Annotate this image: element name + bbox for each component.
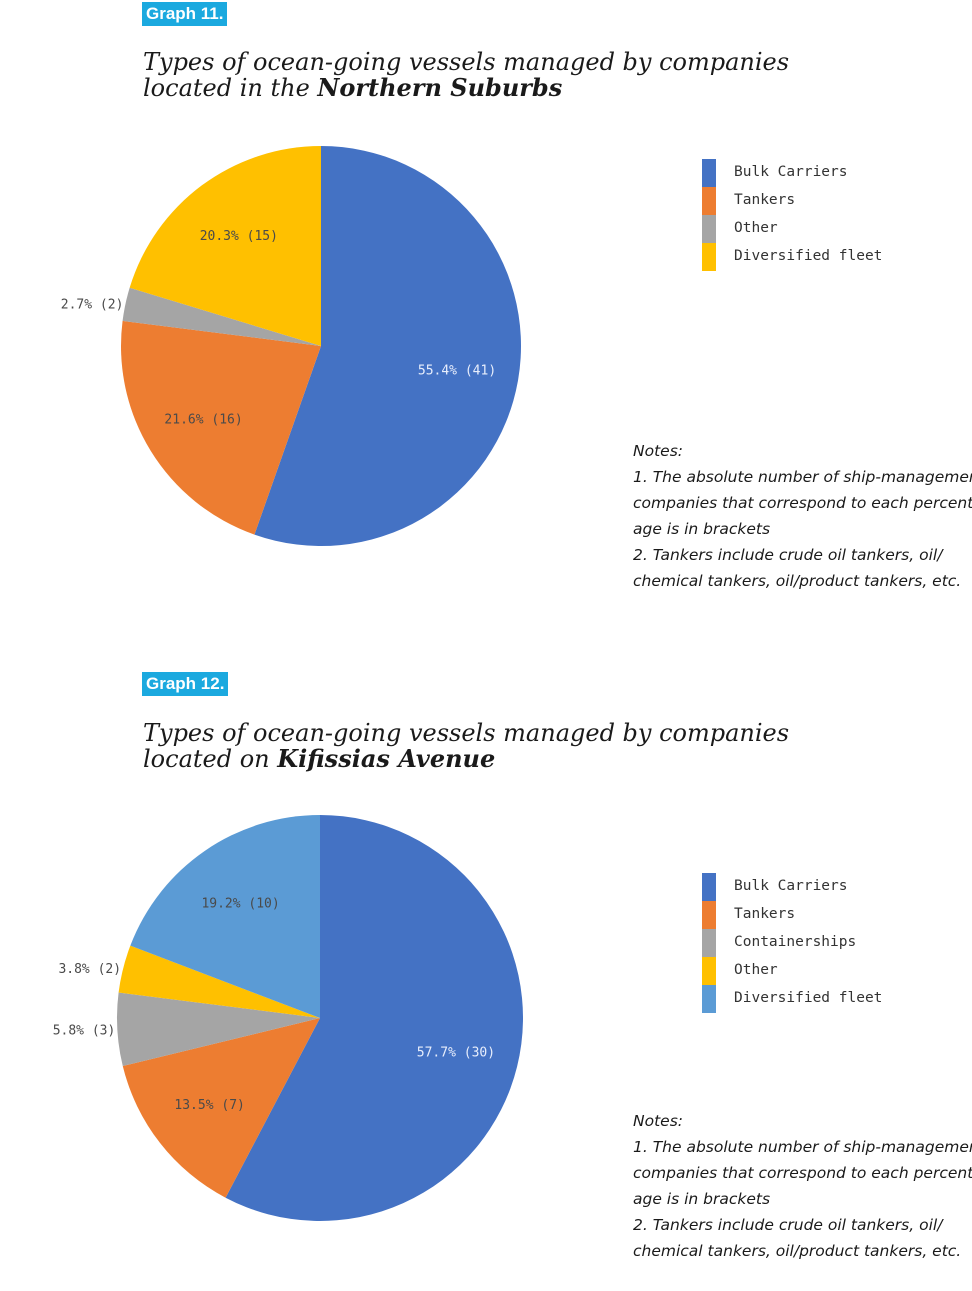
pie-slice-tankers xyxy=(122,1018,320,1198)
chart-title-line1: Types of ocean-going vessels managed by … xyxy=(143,48,790,76)
notes-line: 2. Tankers include crude oil tankers, oi… xyxy=(633,1216,943,1234)
chart-notes: Notes: 1. The absolute number of ship-ma… xyxy=(633,438,972,594)
pie-data-label: 55.4% (41) xyxy=(418,363,496,378)
pie-data-label: 3.8% (2) xyxy=(58,962,121,977)
pie-data-label: 2.7% (2) xyxy=(61,297,124,312)
legend-label: Bulk Carriers xyxy=(734,164,848,180)
legend-swatch xyxy=(702,215,716,243)
notes-line: companies that correspond to each percen… xyxy=(633,1164,972,1182)
legend-swatch xyxy=(702,957,716,985)
notes-line: chemical tankers, oil/product tankers, e… xyxy=(633,572,962,590)
chart-title-bold: Kifissias Avenue xyxy=(277,744,496,773)
legend-swatch xyxy=(702,159,716,187)
chart-title: Types of ocean-going vessels managed by … xyxy=(143,720,789,772)
chart-notes: Notes: 1. The absolute number of ship-ma… xyxy=(633,1108,972,1264)
pie-data-label: 21.6% (16) xyxy=(164,412,242,427)
graph-tag: Graph 11. xyxy=(142,2,228,26)
legend-label: Tankers xyxy=(734,906,796,922)
pie-slice-tankers xyxy=(120,320,321,535)
chart-title-prefix: located in the xyxy=(143,74,318,102)
notes-line: 1. The absolute number of ship-managemen… xyxy=(633,468,972,486)
legend-label: Containerships xyxy=(734,934,857,950)
pie-slice-bulk-carriers xyxy=(254,146,522,547)
notes-heading: Notes: xyxy=(633,442,683,460)
legend-swatch xyxy=(702,243,716,271)
legend-swatch xyxy=(702,901,716,929)
pie-slice-diversified-fleet xyxy=(130,815,320,1018)
pie-chart: 57.7% (30) 13.5% (7) 5.8% (3) 3.8% (2) 19.2%… xyxy=(53,815,523,1221)
notes-line: age is in brackets xyxy=(633,1190,771,1208)
legend-swatch xyxy=(702,985,716,1013)
pie-data-label: 20.3% (15) xyxy=(200,229,278,244)
chart-title: Types of ocean-going vessels managed by … xyxy=(143,49,789,101)
legend-label: Diversified fleet xyxy=(734,248,883,264)
legend-swatch xyxy=(702,187,716,215)
chart-title-prefix: located on xyxy=(143,745,278,773)
notes-heading: Notes: xyxy=(633,1112,683,1130)
pie-slice-bulk-carriers xyxy=(225,815,523,1221)
pie-slice-diversified-fleet xyxy=(129,146,321,346)
pie-slice-containerships xyxy=(116,992,320,1067)
notes-line: chemical tankers, oil/product tankers, e… xyxy=(633,1242,962,1260)
pie-slice-other xyxy=(118,945,321,1018)
notes-line: companies that correspond to each percen… xyxy=(633,494,972,512)
pie-data-label: 13.5% (7) xyxy=(174,1098,244,1113)
graph-11-section: Graph 11. Types of ocean-going vessels m… xyxy=(0,0,972,640)
legend-swatch xyxy=(702,873,716,901)
pie-data-label: 57.7% (30) xyxy=(417,1046,495,1061)
pie-slice-other xyxy=(122,287,321,346)
legend-label: Bulk Carriers xyxy=(734,878,848,894)
pie-data-label: 19.2% (10) xyxy=(201,897,279,912)
chart-title-line2: located in the Northern Suburbs xyxy=(143,73,789,102)
legend-label: Diversified fleet xyxy=(734,990,883,1006)
pie-data-label: 5.8% (3) xyxy=(53,1024,116,1039)
notes-line: 1. The absolute number of ship-managemen… xyxy=(633,1138,972,1156)
graph-tag: Graph 12. xyxy=(142,672,229,696)
legend-label: Other xyxy=(734,220,778,236)
chart-title-bold: Northern Suburbs xyxy=(317,73,563,102)
chart-title-line2: located on Kifissias Avenue xyxy=(143,744,789,773)
legend-label: Tankers xyxy=(734,192,796,208)
pie-chart: 55.4% (41) 21.6% (16) 2.7% (2) 20.3% (15) xyxy=(61,146,522,547)
graph-12-section: Graph 12. Types of ocean-going vessels m… xyxy=(0,670,972,1291)
legend-label: Other xyxy=(734,962,778,978)
notes-line: 2. Tankers include crude oil tankers, oi… xyxy=(633,546,943,564)
legend-swatch xyxy=(702,929,716,957)
chart-title-line1: Types of ocean-going vessels managed by … xyxy=(143,719,790,747)
notes-line: age is in brackets xyxy=(633,520,771,538)
